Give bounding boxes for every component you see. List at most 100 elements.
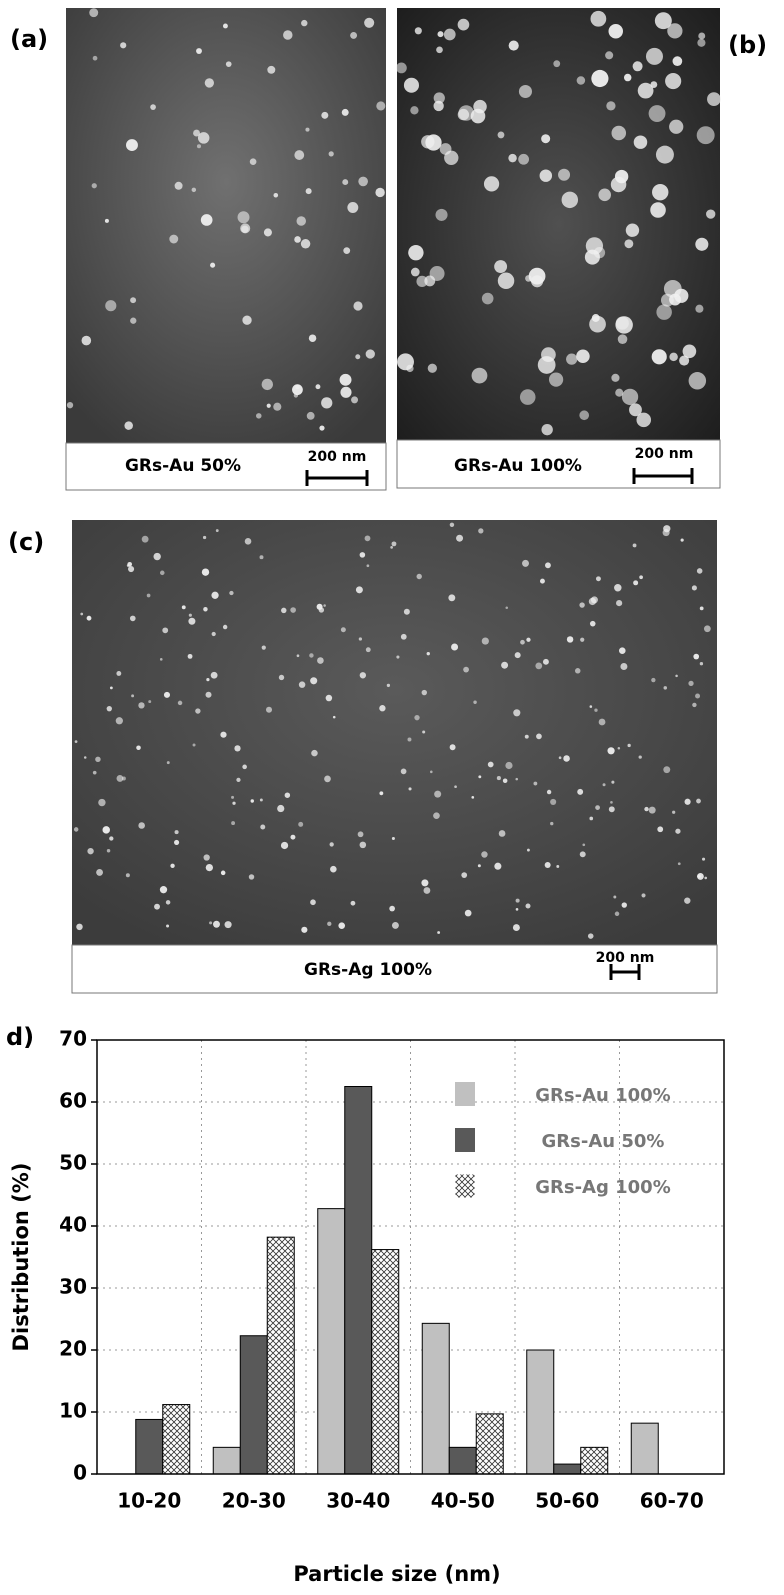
particle (667, 23, 683, 39)
scale-label: 200 nm (596, 950, 655, 966)
y-tick-label: 0 (73, 1461, 87, 1485)
particle (203, 854, 210, 861)
particle (242, 764, 247, 770)
particle (528, 267, 546, 285)
particle (590, 10, 607, 27)
particle (150, 104, 156, 110)
particle (95, 756, 101, 763)
bar (317, 1208, 346, 1475)
particle (682, 344, 697, 359)
y-tick-label: 50 (59, 1151, 87, 1175)
particle (471, 796, 475, 799)
particle (430, 770, 433, 774)
particle (614, 583, 622, 592)
particle (589, 620, 596, 627)
particle (416, 275, 428, 288)
particle (695, 304, 704, 313)
particle (613, 895, 617, 899)
particle (231, 795, 235, 799)
particle (76, 923, 83, 931)
particle (632, 61, 643, 72)
particle (463, 666, 469, 673)
particle (608, 24, 623, 39)
particle (410, 106, 419, 115)
particle (309, 653, 314, 658)
particle (229, 590, 234, 596)
particle (449, 522, 455, 528)
sem-image-c (72, 520, 717, 945)
particle (277, 804, 285, 813)
particle (390, 546, 393, 549)
bar (239, 1335, 268, 1475)
particle (645, 47, 663, 65)
particle (548, 372, 564, 387)
particle (605, 51, 614, 60)
particle (579, 851, 586, 858)
particle (125, 873, 130, 878)
particle (211, 631, 216, 637)
particle (324, 775, 331, 783)
particle (696, 126, 715, 145)
particle (188, 617, 196, 625)
particle (444, 150, 459, 165)
particle (448, 594, 456, 602)
particle (166, 924, 170, 928)
particle (620, 662, 628, 670)
particle (621, 388, 639, 406)
particle (483, 176, 500, 192)
particle (473, 700, 477, 704)
particle (408, 787, 412, 791)
particle (533, 781, 538, 786)
bar (266, 1236, 295, 1475)
particle (607, 747, 615, 755)
particle (83, 756, 87, 759)
particle (365, 349, 375, 359)
particle (598, 718, 606, 726)
y-tick-label: 10 (59, 1399, 87, 1423)
particle (273, 402, 282, 411)
sem-images (65, 8, 721, 994)
particle (477, 864, 481, 868)
particle (400, 633, 407, 640)
panel-label: d) (6, 1023, 34, 1051)
particle (513, 709, 521, 717)
particle (706, 209, 716, 219)
particle (162, 627, 169, 634)
bar (371, 1249, 400, 1475)
scale-bar (632, 468, 694, 484)
particle (558, 756, 562, 760)
particle (663, 766, 671, 774)
particle (611, 780, 615, 784)
particle (471, 367, 488, 384)
particle (136, 745, 141, 751)
particle (109, 686, 113, 690)
particle (210, 262, 216, 268)
particle (294, 150, 305, 160)
particle (106, 706, 112, 712)
particle (202, 535, 207, 540)
particle (375, 187, 385, 198)
particle (196, 144, 202, 149)
particle (429, 266, 445, 281)
particle (501, 661, 509, 669)
particle (505, 761, 513, 770)
particle (625, 223, 640, 237)
particle (154, 903, 160, 910)
particle (633, 135, 648, 149)
particle (329, 842, 334, 847)
particle (602, 783, 606, 787)
particle (648, 105, 666, 122)
particle (159, 886, 168, 894)
particle (423, 887, 431, 894)
particle (124, 421, 133, 430)
particle (595, 576, 601, 582)
particle (591, 314, 600, 322)
particle (364, 535, 371, 542)
particle (416, 573, 422, 580)
particle (311, 749, 318, 757)
particle (231, 821, 236, 826)
particle (481, 637, 489, 645)
particle (177, 700, 183, 706)
particle (116, 671, 122, 676)
particle (707, 92, 721, 106)
